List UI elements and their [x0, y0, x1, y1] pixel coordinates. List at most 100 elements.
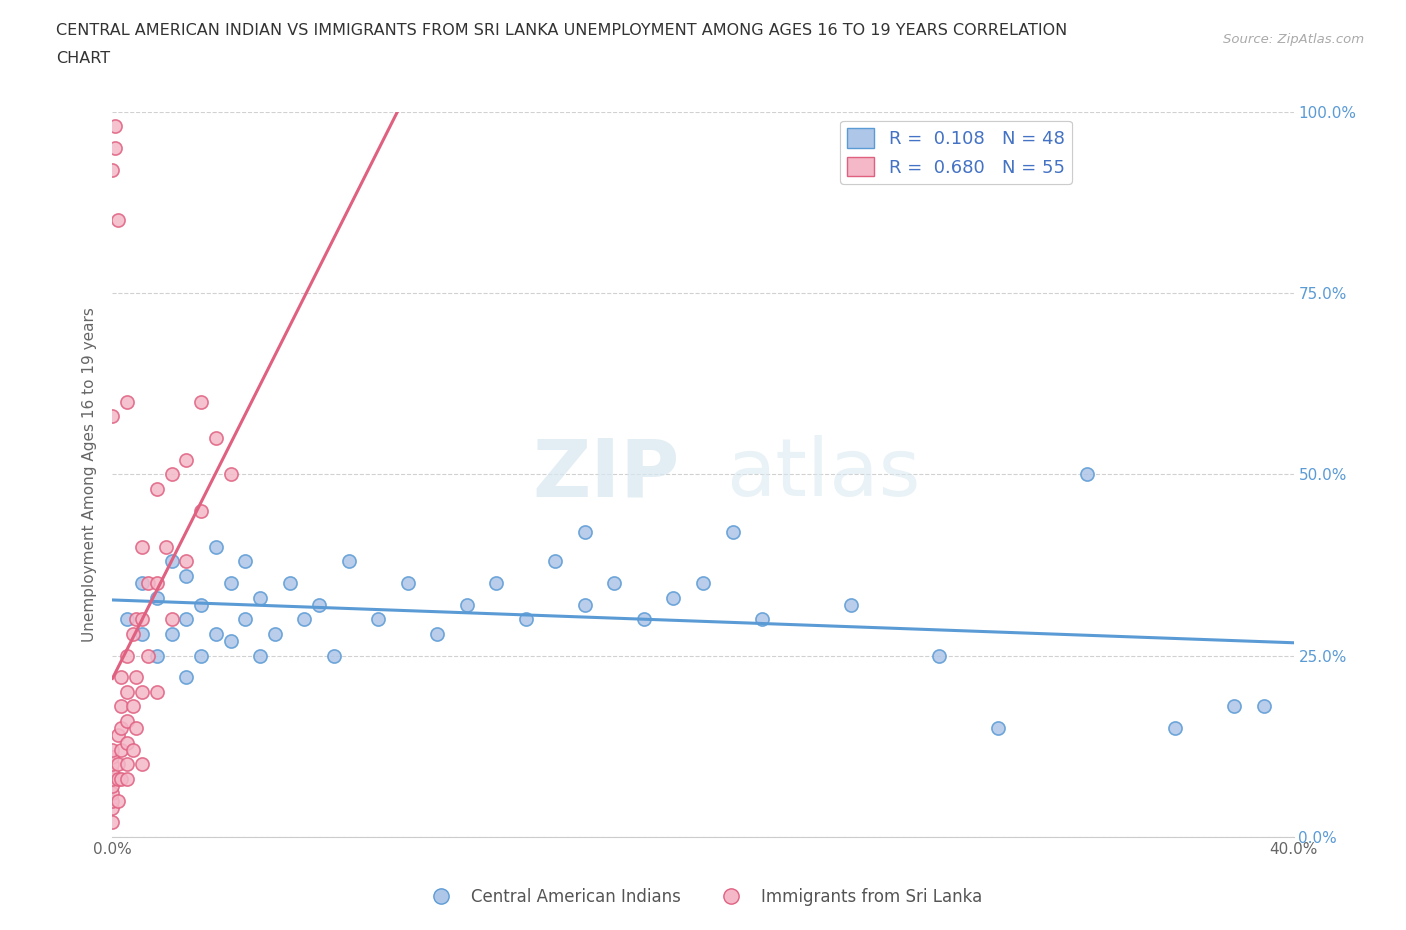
Point — [292, 612, 315, 627]
Point — [751, 612, 773, 627]
Point — [160, 612, 183, 627]
Point — [122, 627, 145, 642]
Point — [146, 591, 169, 605]
Point — [721, 525, 744, 539]
Point — [110, 721, 132, 736]
Point — [107, 793, 129, 808]
Point — [692, 576, 714, 591]
Point — [146, 576, 169, 591]
Point — [1223, 699, 1246, 714]
Point — [107, 757, 129, 772]
Point — [396, 576, 419, 591]
Point — [101, 742, 124, 757]
Point — [337, 554, 360, 569]
Point — [101, 162, 124, 177]
Point — [603, 576, 626, 591]
Point — [125, 612, 148, 627]
Point — [219, 467, 242, 482]
Point — [101, 815, 124, 830]
Point — [117, 772, 138, 787]
Point — [233, 612, 256, 627]
Point — [117, 713, 138, 728]
Point — [125, 721, 148, 736]
Point — [117, 736, 138, 751]
Point — [146, 482, 169, 497]
Point — [160, 627, 183, 642]
Point — [1076, 467, 1098, 482]
Point — [190, 597, 212, 612]
Point — [101, 778, 124, 793]
Point — [117, 612, 138, 627]
Point — [190, 394, 212, 409]
Point — [515, 612, 537, 627]
Point — [633, 612, 655, 627]
Point — [233, 554, 256, 569]
Point — [155, 539, 177, 554]
Point — [928, 648, 950, 663]
Point — [544, 554, 567, 569]
Point — [190, 503, 212, 518]
Point — [101, 764, 124, 779]
Point — [117, 648, 138, 663]
Point — [574, 597, 596, 612]
Point — [160, 554, 183, 569]
Point — [174, 568, 197, 583]
Point — [485, 576, 508, 591]
Point — [205, 627, 228, 642]
Point — [323, 648, 346, 663]
Point — [264, 627, 287, 642]
Text: CENTRAL AMERICAN INDIAN VS IMMIGRANTS FROM SRI LANKA UNEMPLOYMENT AMONG AGES 16 : CENTRAL AMERICAN INDIAN VS IMMIGRANTS FR… — [56, 23, 1067, 38]
Text: Source: ZipAtlas.com: Source: ZipAtlas.com — [1223, 33, 1364, 46]
Point — [1253, 699, 1275, 714]
Point — [987, 721, 1010, 736]
Point — [131, 684, 153, 699]
Point — [174, 612, 197, 627]
Point — [110, 742, 132, 757]
Point — [456, 597, 478, 612]
Legend: R =  0.108   N = 48, R =  0.680   N = 55: R = 0.108 N = 48, R = 0.680 N = 55 — [839, 121, 1071, 184]
Point — [574, 525, 596, 539]
Point — [249, 591, 271, 605]
Text: CHART: CHART — [56, 51, 110, 66]
Point — [136, 576, 159, 591]
Point — [117, 684, 138, 699]
Point — [101, 793, 124, 808]
Point — [104, 119, 127, 134]
Point — [101, 786, 124, 801]
Point — [122, 699, 145, 714]
Point — [160, 467, 183, 482]
Point — [131, 627, 153, 642]
Point — [125, 670, 148, 684]
Point — [278, 576, 301, 591]
Y-axis label: Unemployment Among Ages 16 to 19 years: Unemployment Among Ages 16 to 19 years — [82, 307, 97, 642]
Point — [122, 742, 145, 757]
Point — [101, 757, 124, 772]
Point — [101, 409, 124, 424]
Point — [117, 757, 138, 772]
Point — [101, 750, 124, 764]
Point — [107, 772, 129, 787]
Point — [110, 670, 132, 684]
Point — [205, 431, 228, 445]
Point — [131, 576, 153, 591]
Point — [131, 612, 153, 627]
Point — [104, 140, 127, 155]
Point — [219, 633, 242, 648]
Point — [146, 648, 169, 663]
Point — [117, 394, 138, 409]
Point — [308, 597, 330, 612]
Point — [174, 452, 197, 467]
Point — [839, 597, 862, 612]
Point — [662, 591, 685, 605]
Point — [107, 213, 129, 228]
Point — [1164, 721, 1187, 736]
Point — [110, 699, 132, 714]
Legend: Central American Indians, Immigrants from Sri Lanka: Central American Indians, Immigrants fro… — [418, 881, 988, 912]
Point — [146, 684, 169, 699]
Point — [110, 772, 132, 787]
Point — [101, 801, 124, 816]
Point — [249, 648, 271, 663]
Text: atlas: atlas — [727, 435, 921, 513]
Point — [174, 554, 197, 569]
Point — [426, 627, 449, 642]
